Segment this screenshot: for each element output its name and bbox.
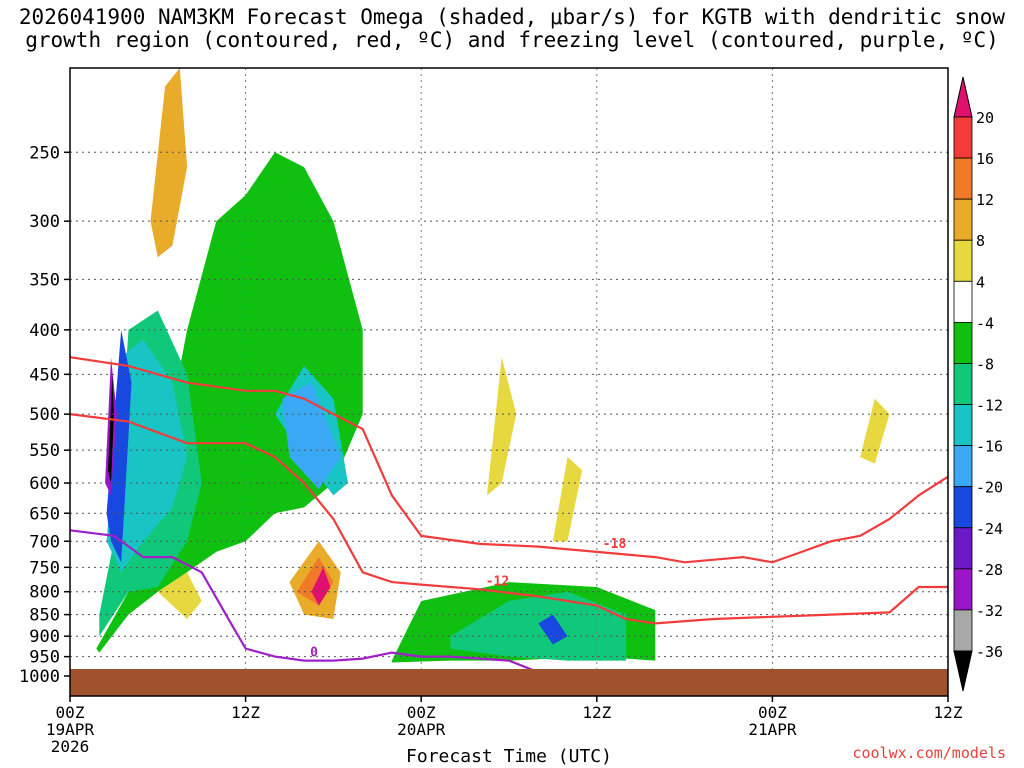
omega-shading	[96, 68, 890, 663]
y-tick-label-550: 550	[29, 441, 60, 461]
x-tick-label-12-0: 12Z	[231, 703, 260, 722]
x-tick-label-48-0: 00Z	[758, 703, 787, 722]
title-line-1: 2026041900 NAM3KM Forecast Omega (shaded…	[18, 5, 1006, 29]
omega-region-15	[157, 572, 202, 619]
y-tick-label-700: 700	[29, 532, 60, 552]
y-tick-label-950: 950	[29, 648, 60, 668]
colorbar-swatch-12	[953, 568, 973, 611]
y-tick-label-600: 600	[29, 474, 60, 494]
y-tick-label-750: 750	[29, 558, 60, 578]
y-tick-label-900: 900	[29, 627, 60, 647]
omega-region-17	[552, 457, 583, 542]
colorbar-swatch-2	[953, 157, 973, 200]
y-tick-label-800: 800	[29, 583, 60, 603]
y-tick-label-650: 650	[29, 504, 60, 524]
contour-label-2: 0	[310, 646, 318, 661]
colorbar-label-0: 20	[976, 109, 994, 127]
colorbar-label-12: -32	[976, 602, 1003, 620]
colorbar-swatch-10	[953, 486, 973, 529]
contour-1	[70, 413, 948, 625]
colorbar-label-9: -20	[976, 479, 1003, 497]
contour-2	[70, 529, 539, 674]
omega-region-3	[450, 591, 627, 661]
colorbar-swatch-8	[953, 404, 973, 447]
y-tick-label-1000: 1000	[19, 667, 60, 687]
contour-0	[70, 356, 948, 564]
colorbar-swatch-5	[953, 280, 973, 323]
omega-region-11	[150, 68, 188, 258]
y-tick-label-300: 300	[29, 212, 60, 232]
colorbar-top-arrow	[953, 76, 973, 118]
colorbar-label-11: -28	[976, 561, 1003, 579]
colorbar-swatch-13	[953, 609, 973, 652]
colorbar-swatch-7	[953, 363, 973, 405]
chart-title: 2026041900 NAM3KM Forecast Omega (shaded…	[0, 6, 1024, 52]
y-tick-label-400: 400	[29, 321, 60, 341]
y-tick-label-500: 500	[29, 405, 60, 425]
x-tick-label-24-0: 00Z	[407, 703, 436, 722]
colorbar-label-6: -8	[976, 355, 994, 373]
omega-region-14	[311, 567, 331, 606]
x-axis-label: Forecast Time (UTC)	[406, 746, 612, 767]
y-tick-label-350: 350	[29, 270, 60, 290]
x-tick-label-24-1: 20APR	[397, 720, 446, 739]
colorbar: 20 16 12 8 4 -4 -8 -12 -16 -20 -24 -28 -32 -36	[953, 76, 1003, 692]
x-tick-label-60-0: 12Z	[934, 703, 963, 722]
x-tick-label-0-2: 2026	[51, 737, 90, 756]
colorbar-swatch-4	[953, 239, 973, 282]
y-tick-label-850: 850	[29, 606, 60, 626]
terrain-ground	[70, 669, 948, 696]
x-tick-label-0-0: 00Z	[56, 703, 85, 722]
omega-region-6	[282, 382, 341, 490]
colorbar-swatch-1	[953, 116, 973, 159]
omega-region-8	[538, 614, 568, 645]
colorbar-label-10: -24	[976, 520, 1003, 538]
x-tick-label-0-1: 19APR	[46, 720, 95, 739]
y-tick-label-250: 250	[29, 143, 60, 163]
y-tick-label-450: 450	[29, 365, 60, 385]
contour-label-0: -18	[603, 537, 627, 552]
grid	[70, 68, 948, 696]
colorbar-label-5: -4	[976, 314, 994, 332]
colorbar-label-13: -36	[976, 643, 1003, 661]
colorbar-label-4: 4	[976, 273, 985, 291]
omega-region-16	[487, 357, 517, 496]
omega-region-10	[108, 374, 114, 483]
plot-frame	[69, 67, 949, 697]
x-tick-label-36-0: 12Z	[582, 703, 611, 722]
colorbar-swatch-3	[953, 198, 973, 241]
colorbar-swatch-6	[953, 321, 973, 364]
title-line-2: growth region (contoured, red, ºC) and f…	[25, 28, 999, 52]
colorbar-bottom-arrow	[953, 650, 973, 692]
contour-label-1: -12	[486, 574, 509, 589]
colorbar-label-2: 12	[976, 191, 994, 209]
axes: 2503003504004505005506006507007508008509…	[19, 143, 963, 756]
colorbar-label-7: -12	[976, 397, 1003, 415]
watermark: coolwx.com/models	[852, 744, 1006, 762]
colorbar-label-1: 16	[976, 150, 994, 168]
colorbar-label-8: -16	[976, 438, 1003, 456]
contour-lines: -18 -12 0	[70, 356, 948, 674]
colorbar-swatch-9	[953, 445, 973, 488]
x-tick-label-48-1: 21APR	[748, 720, 797, 739]
omega-region-7	[106, 329, 132, 563]
colorbar-swatch-11	[953, 527, 973, 570]
colorbar-label-3: 8	[976, 232, 985, 250]
omega-region-18	[860, 398, 890, 464]
